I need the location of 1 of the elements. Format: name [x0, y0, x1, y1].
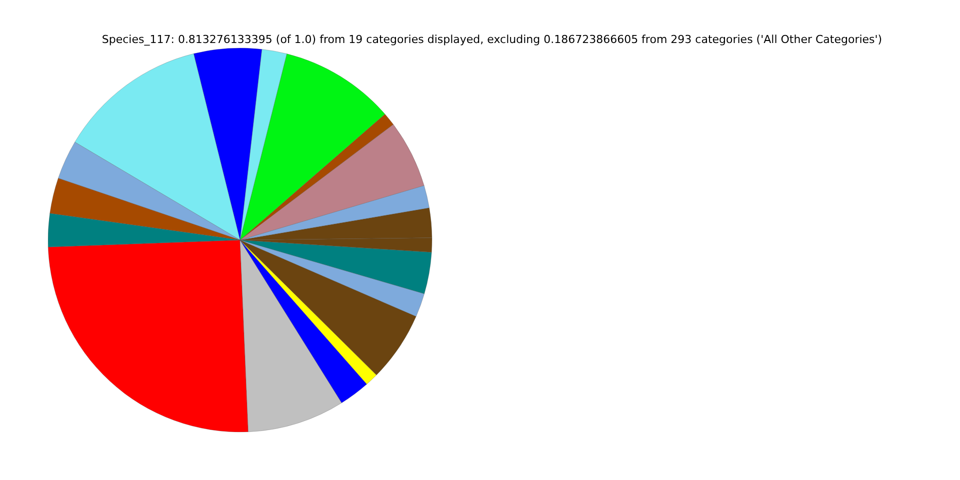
- text: Species_117: 0.813276133395 (of 1.0) from 19 categories displayed, excluding 0.186723866605 from 293 categories ('All Other Categories'): [102, 33, 882, 46]
